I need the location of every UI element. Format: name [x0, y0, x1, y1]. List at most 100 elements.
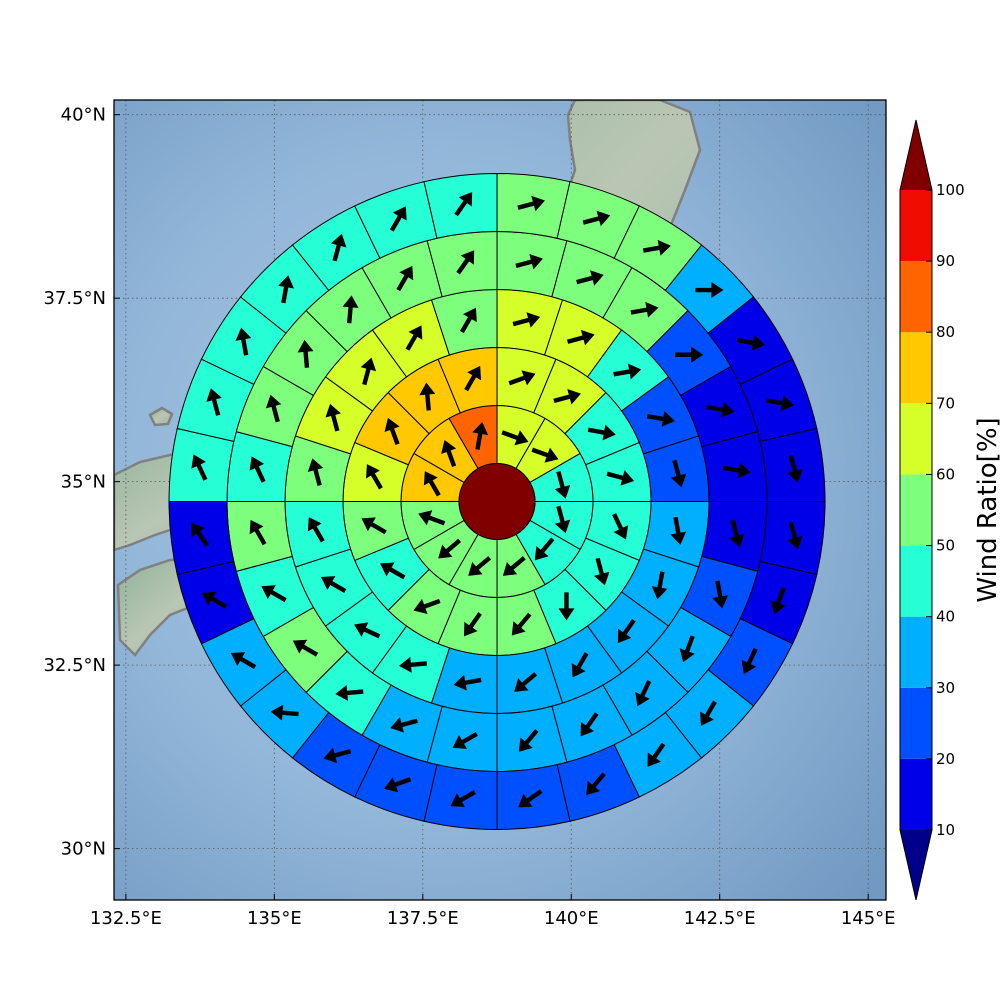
wind-arrow-shape	[514, 672, 538, 692]
x-tick-label: 140°E	[544, 908, 599, 929]
colorbar-band	[900, 403, 932, 475]
wind-arrow	[438, 538, 462, 559]
wind-arrow	[235, 327, 252, 356]
wind-arrow	[502, 556, 526, 576]
wind-arrow-shape	[297, 339, 314, 368]
wind-arrow	[419, 382, 436, 411]
wind-arrow-shape	[454, 192, 473, 217]
wind-arrow	[297, 339, 314, 368]
wind-arrow-shape	[594, 557, 610, 586]
wind-arrow-shape	[325, 403, 341, 432]
wind-arrow-shape	[729, 519, 745, 548]
wind-arrow-shape	[642, 239, 671, 256]
wind-arrow-shape	[531, 447, 559, 463]
wind-arrow	[741, 647, 758, 675]
wind-arrow-shape	[472, 421, 489, 450]
center-disk	[458, 462, 536, 540]
wind-arrow	[722, 462, 751, 479]
wind-arrow-shape	[413, 598, 441, 614]
colorbar-band	[900, 474, 932, 546]
wind-arrow-shape	[464, 612, 482, 637]
wind-arrow-shape	[384, 777, 412, 793]
wind-arrow	[695, 282, 724, 299]
wind-arrow-shape	[722, 462, 751, 479]
wind-arrow-shape	[606, 470, 635, 486]
y-tick-label: 35°N	[61, 472, 106, 493]
wind-arrow-shape	[647, 742, 666, 767]
wind-arrow	[464, 612, 482, 637]
wind-arrow-shape	[342, 295, 359, 324]
wind-arrow	[360, 357, 377, 386]
wind-arrow	[413, 598, 441, 614]
wind-arrow-shape	[766, 395, 795, 412]
colorbar-tick-label: 10	[936, 821, 955, 839]
x-tick-label: 145°E	[841, 908, 896, 929]
wind-arrow	[384, 417, 400, 445]
wind-arrow-shape	[230, 652, 257, 669]
wind-arrow	[737, 335, 765, 351]
wind-arrow	[554, 471, 571, 499]
wind-arrow	[405, 325, 423, 351]
wind-arrow-shape	[787, 454, 803, 483]
wind-arrow-shape	[576, 270, 604, 286]
wind-arrow-shape	[360, 357, 377, 386]
wind-arrow-shape	[307, 458, 324, 486]
wind-arrow	[307, 458, 324, 486]
colorbar-band	[900, 616, 932, 688]
wind-arrow	[366, 464, 383, 490]
wind-arrow-shape	[651, 571, 668, 600]
wind-arrow-shape	[518, 789, 543, 808]
colorbar-band	[900, 261, 932, 333]
wind-arrow	[191, 522, 210, 547]
wind-arrow	[670, 516, 687, 545]
colorbar-band	[900, 545, 932, 617]
wind-arrow-shape	[270, 704, 299, 721]
wind-arrow-shape	[787, 521, 803, 550]
colorbar-tick-label: 20	[936, 750, 955, 768]
wind-arrow	[278, 275, 295, 304]
colorbar-tick-label: 70	[936, 394, 955, 412]
wind-arrow	[531, 447, 559, 463]
wind-arrow	[265, 394, 282, 423]
wind-arrow	[325, 403, 341, 432]
wind-arrow	[418, 510, 446, 526]
wind-arrow	[331, 233, 347, 262]
wind-arrow-shape	[670, 516, 687, 545]
wind-arrow	[566, 329, 595, 346]
x-tick-label: 142.5°E	[684, 908, 756, 929]
wind-arrow	[399, 656, 428, 673]
y-axis-ticks: 40°N 37.5°N 35°N 32.5°N 30°N	[43, 105, 120, 860]
wind-arrow	[191, 454, 208, 481]
wind-arrow	[206, 388, 222, 416]
wind-arrow	[201, 591, 228, 609]
wind-arrow-shape	[418, 510, 446, 526]
colorbar-tick-label: 90	[936, 252, 955, 270]
wind-arrow-shape	[384, 417, 400, 445]
wind-arrow-shape	[558, 592, 575, 621]
y-tick-label: 40°N	[61, 105, 106, 126]
wind-arrow	[787, 521, 803, 550]
wind-arrow-shape	[335, 684, 364, 701]
wind-arrow	[586, 772, 606, 796]
y-tick-label: 32.5°N	[43, 655, 106, 676]
wind-arrow	[423, 471, 441, 497]
wind-arrow	[534, 537, 555, 561]
wind-arrow-shape	[580, 712, 599, 737]
wind-arrow-shape	[278, 275, 295, 304]
wind-arrow-shape	[206, 388, 222, 416]
wind-arrow	[441, 439, 457, 468]
wind-arrow-shape	[553, 389, 581, 405]
wind-arrow	[515, 254, 543, 270]
wind-arrow	[464, 365, 482, 392]
wind-arrow	[647, 742, 666, 767]
wind-arrow-shape	[459, 307, 477, 334]
wind-arrow-shape	[265, 394, 282, 423]
wind-arrow-shape	[261, 585, 287, 603]
wind-arrow	[472, 421, 489, 450]
wind-arrow-shape	[396, 265, 414, 292]
y-tick-label: 30°N	[61, 839, 106, 860]
wind-arrow-shape	[630, 301, 659, 318]
sector-rings	[168, 172, 826, 830]
wind-arrow	[706, 401, 735, 418]
wind-arrow-shape	[706, 401, 735, 418]
